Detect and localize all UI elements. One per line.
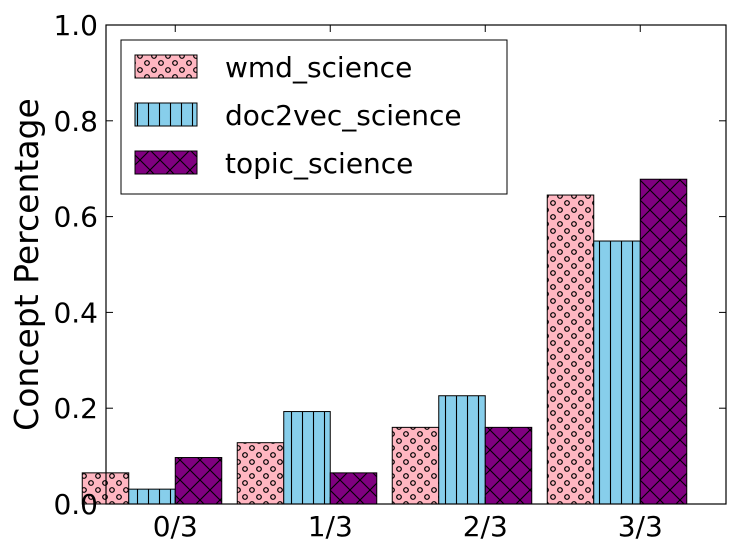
bar-wmd_science-2: [391, 426, 440, 505]
bars-group: [81, 178, 688, 505]
y-tick-label: 0.0: [53, 488, 98, 521]
y-tick-label: 0.8: [53, 105, 98, 138]
bar-doc2vec_science-1: [283, 411, 331, 505]
x-tick-label: 1/3: [308, 510, 353, 543]
x-tick-label: 0/3: [153, 510, 198, 543]
x-tick-label: 3/3: [618, 510, 663, 543]
bar-doc2vec_science-2: [438, 395, 486, 505]
bar-wmd_science-1: [236, 442, 285, 505]
bar-topic_science-1: [329, 472, 378, 505]
legend-label-doc2vec_science: doc2vec_science: [225, 99, 462, 132]
legend-swatch-doc2vec_science: [134, 102, 198, 127]
legend-label-topic_science: topic_science: [225, 147, 413, 180]
legend-swatch-wmd_science: [134, 54, 198, 79]
legend-label-wmd_science: wmd_science: [225, 51, 412, 84]
legend-swatch-topic_science: [134, 150, 198, 175]
y-tick-label: 1.0: [53, 9, 98, 42]
bar-wmd_science-3: [546, 194, 595, 505]
y-axis-label: Concept Percentage: [7, 98, 46, 431]
y-tick-label: 0.4: [53, 296, 98, 329]
bar-doc2vec_science-0: [128, 488, 176, 505]
x-tick-label: 2/3: [463, 510, 508, 543]
plot-frame: [105, 24, 727, 505]
legend: wmd_science doc2vec_science topic_science: [120, 39, 508, 195]
bar-doc2vec_science-3: [593, 240, 641, 505]
bar-topic_science-3: [639, 178, 688, 505]
axes-group: 0.0 0.2 0.4 0.6 0.8 1.0 0/3 1/3 2/3 3/3 Concept Pe…: [7, 9, 727, 543]
bar-topic_science-0: [174, 457, 223, 505]
y-tick-label: 0.6: [53, 201, 98, 234]
bar-topic_science-2: [484, 426, 533, 505]
y-tick-label: 0.2: [53, 392, 98, 425]
